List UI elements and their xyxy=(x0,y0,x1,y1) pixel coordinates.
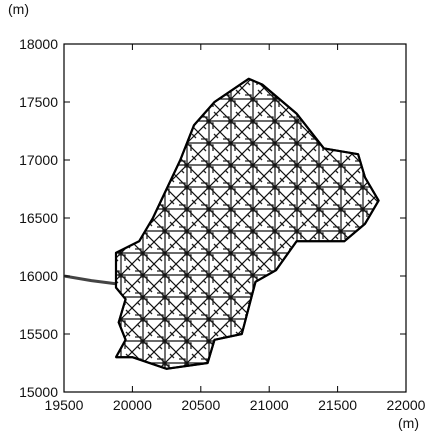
x-axis-ticks: 19500 20000 20500 21000 21500 22000 xyxy=(45,44,426,413)
y-tick-label: 16500 xyxy=(19,210,58,226)
x-tick-label: 20000 xyxy=(113,397,152,413)
y-tick-label: 18000 xyxy=(19,36,58,52)
x-unit-label: (m) xyxy=(398,415,419,431)
y-tick-label: 17500 xyxy=(19,94,58,110)
x-tick-label: 19500 xyxy=(45,397,84,413)
y-tick-label: 16000 xyxy=(19,268,58,284)
y-unit-label: (m) xyxy=(8,1,29,17)
x-tick-label: 21000 xyxy=(250,397,289,413)
y-axis-ticks: 15000 15500 16000 16500 17000 17500 18000 xyxy=(19,36,406,400)
plot-content xyxy=(64,77,380,370)
x-tick-label: 20500 xyxy=(181,397,220,413)
y-tick-label: 15000 xyxy=(19,384,58,400)
x-tick-label: 21500 xyxy=(318,397,357,413)
x-tick-label: 22000 xyxy=(387,397,426,413)
y-tick-label: 15500 xyxy=(19,326,58,342)
y-tick-label: 17000 xyxy=(19,152,58,168)
network-outline-series xyxy=(114,77,380,370)
